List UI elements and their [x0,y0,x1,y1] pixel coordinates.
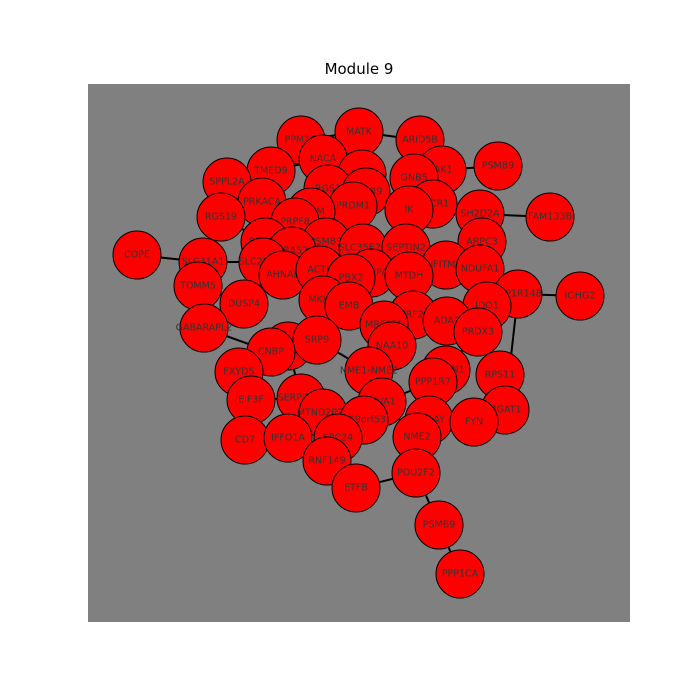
graph-node: FAM133B [526,193,574,241]
node-label: MTDH [395,271,423,282]
node-label: DUSP4 [228,299,260,310]
graph-node: IGHG2 [556,272,604,320]
graph-node: POU2F2 [392,449,440,497]
node-label: PPP1R7 [415,377,451,388]
node-label: EIF3F [238,395,264,406]
node-label: PRDX3 [462,327,494,338]
node-label: IGHG2 [565,291,596,302]
node-label: NDUFA1 [461,264,500,275]
graph-node: SRP9 [293,316,341,364]
node-label: GABARAPL2 [176,323,233,334]
node-label: RNF149 [308,456,345,467]
node-label: CD7 [235,435,255,446]
node-label: PRPF8 [280,217,310,228]
node-label: IFFO1A [271,433,305,444]
node-label: SRP9 [305,335,329,346]
graph-node: TOMM5 [174,262,222,310]
node-label: POU2F2 [397,468,435,479]
node-label: AHNAK [266,270,300,281]
graph-node: PSMB9 [474,142,522,190]
node-label: EMB [339,301,360,312]
node-label: COPE [124,250,150,261]
graph-node: RGS19 [197,193,245,241]
node-label: FAM133B [528,212,572,223]
node-label: PRKACA [243,197,281,208]
node-label: TMED9 [253,166,287,177]
node-label: PPP1CA [442,569,479,580]
node-label: PRDM1 [336,201,370,212]
node-label: IK [404,205,414,216]
node-label: NME1-NME2 [340,366,398,377]
graph-node: PPP1CA [436,550,484,598]
graph-node: CD7 [221,416,269,464]
node-label: SPPL2A [209,177,245,188]
node-label: NME2 [403,432,430,443]
node-label: ETFB [344,483,368,494]
node-label: CNBP [258,347,284,358]
graph-node: PSMB9 [415,501,463,549]
node-label: RPS11 [485,370,515,381]
node-label: RGS19 [205,212,237,223]
graph-node: FYN [450,398,498,446]
node-label: MATK [346,127,373,138]
graph-node: COPE [113,231,161,279]
node-label: ARID5B [402,135,438,146]
node-label: TOMM5 [179,281,216,292]
graph-node: ETFB [332,464,380,512]
node-label: PSMB9 [482,161,515,172]
graph-node: PRDX3 [454,308,502,356]
node-label: FYN [465,417,483,428]
node-label: NACA [310,154,337,165]
node-label: PSMB9 [423,520,456,531]
